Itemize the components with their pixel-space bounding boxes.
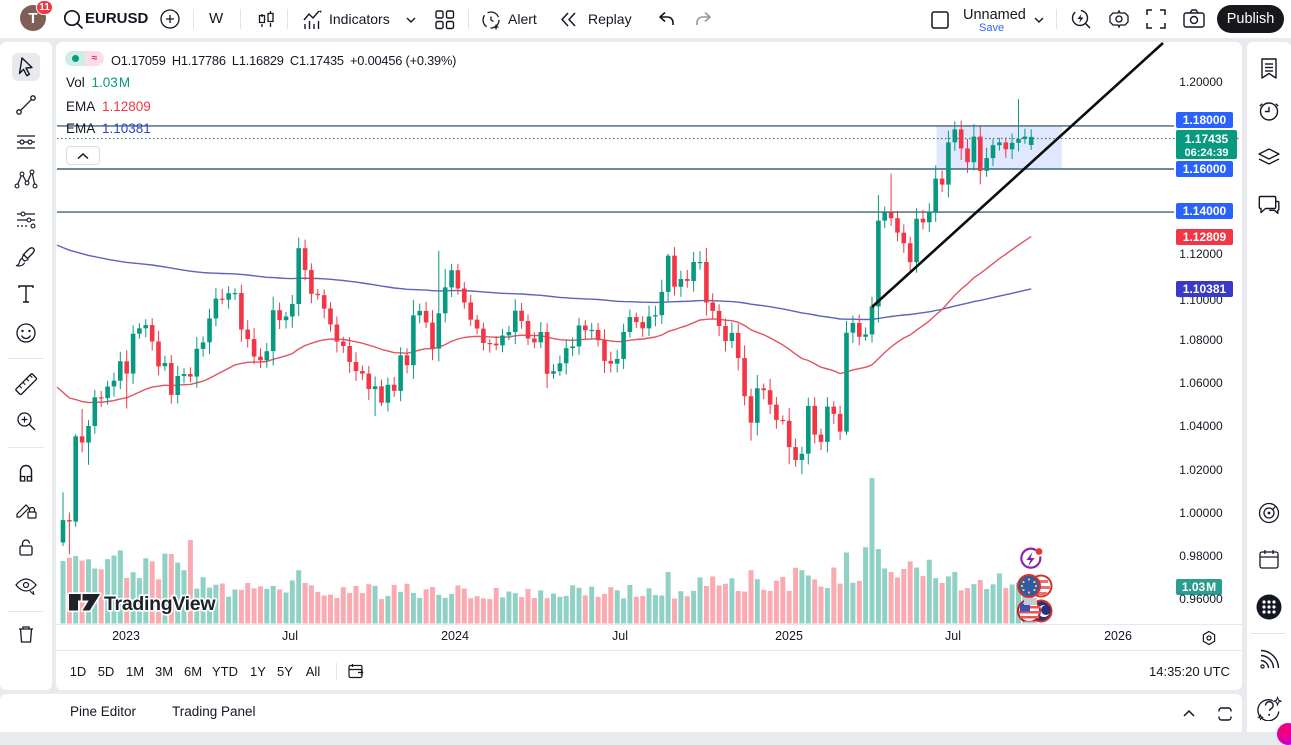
svg-text:TradingView: TradingView bbox=[104, 593, 216, 615]
